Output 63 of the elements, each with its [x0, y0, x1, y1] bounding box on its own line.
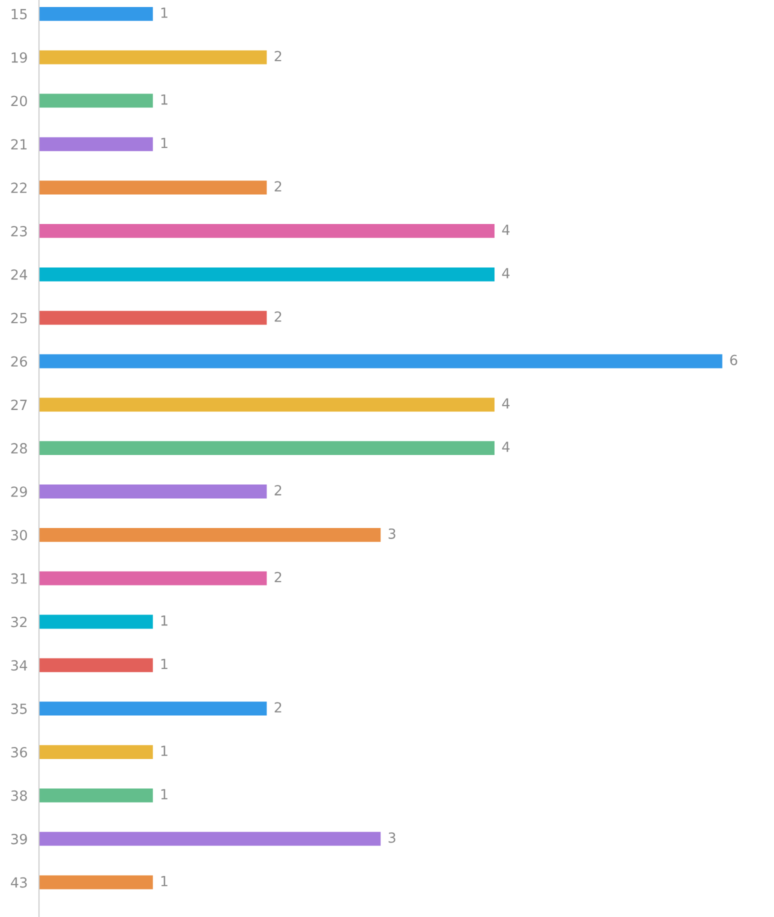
bar [39, 484, 267, 498]
y-tick-label: 21 [11, 139, 27, 150]
data-label: 4 [502, 224, 510, 235]
y-tick-label: 35 [11, 704, 27, 714]
y-tick-label: 36 [11, 746, 28, 758]
y-tick-label: 29 [11, 486, 27, 497]
data-label: 4 [502, 442, 510, 452]
y-tick-label: 31 [11, 573, 27, 584]
bar [39, 180, 267, 195]
data-label: 2 [274, 50, 282, 62]
y-tick-label: 34 [11, 660, 28, 671]
bar [39, 354, 722, 368]
bar [39, 528, 381, 542]
y-tick-label: 26 [11, 356, 28, 367]
data-label: 2 [274, 572, 282, 582]
data-label: 3 [388, 528, 396, 539]
data-label: 6 [730, 354, 738, 366]
bar [39, 137, 153, 152]
y-tick-label: 43 [10, 877, 27, 888]
bar [39, 50, 267, 64]
bar [39, 745, 153, 759]
y-tick-label: 20 [11, 96, 27, 106]
data-label: 3 [388, 832, 396, 843]
data-label: 4 [502, 398, 510, 408]
bar [39, 614, 153, 629]
y-tick-label: 22 [11, 182, 26, 193]
data-label: 2 [274, 702, 282, 712]
data-label: 1 [161, 658, 168, 670]
bar [39, 267, 495, 282]
data-label: 2 [274, 181, 282, 192]
y-tick-label: 39 [11, 834, 27, 844]
y-tick-label: 25 [11, 312, 27, 324]
bar [39, 224, 495, 238]
data-label: 2 [274, 311, 282, 322]
bar [39, 571, 267, 586]
data-label: 1 [161, 94, 168, 105]
y-tick-label: 15 [12, 9, 27, 20]
y-tick-label: 28 [11, 443, 27, 454]
y-tick-label: 38 [11, 790, 27, 801]
bar [39, 310, 267, 325]
y-tick-label: 30 [11, 530, 27, 540]
y-tick-label: 27 [11, 400, 27, 410]
bar [39, 875, 153, 890]
data-label: 1 [161, 615, 168, 626]
data-label: 2 [274, 485, 282, 496]
bar [39, 398, 495, 412]
data-label: 1 [161, 8, 168, 18]
data-label: 1 [161, 138, 168, 148]
bar [39, 832, 381, 846]
bar [39, 94, 153, 108]
bar [39, 6, 153, 21]
y-tick-label: 19 [12, 52, 27, 63]
bar [39, 441, 495, 456]
bar [39, 702, 267, 716]
y-tick-label: 32 [11, 616, 26, 628]
bar [39, 658, 153, 672]
data-label: 4 [502, 268, 510, 278]
data-label: 1 [161, 789, 168, 800]
y-tick-label: 23 [11, 226, 27, 236]
bar [39, 788, 153, 802]
data-label: 1 [161, 876, 168, 886]
y-tick-label: 24 [11, 269, 28, 280]
data-label: 1 [161, 746, 168, 756]
